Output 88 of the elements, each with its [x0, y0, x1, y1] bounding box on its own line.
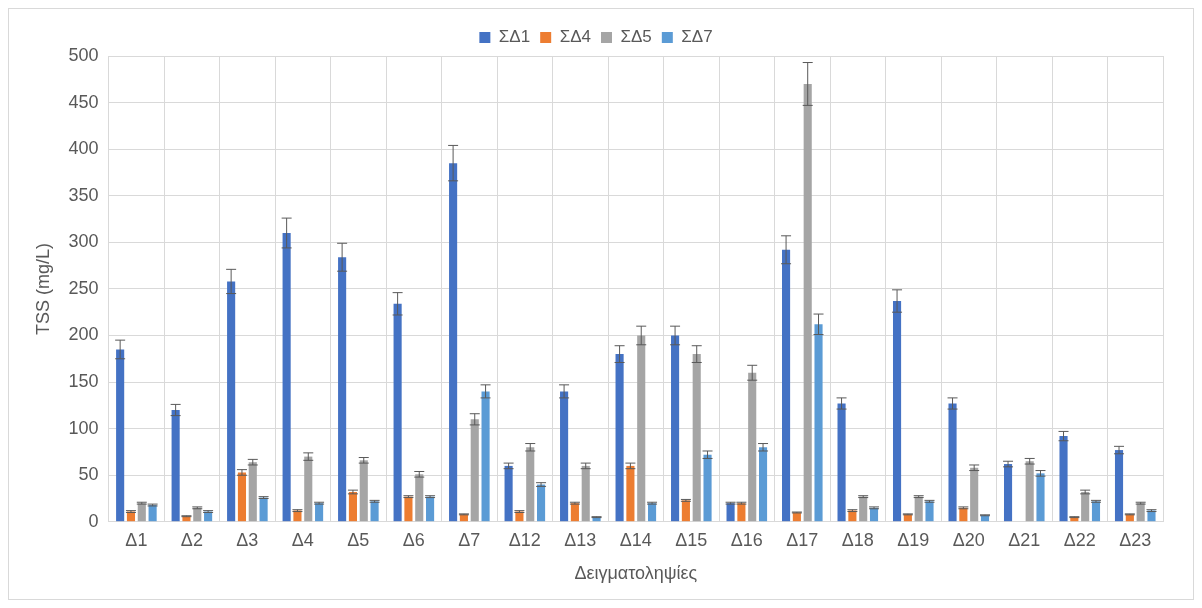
bar: [970, 467, 979, 522]
bar: [703, 454, 712, 522]
bar: [758, 447, 768, 522]
bar: [481, 391, 490, 522]
x-tick-label: Δ23: [1119, 529, 1152, 550]
y-tick-label: 400: [68, 138, 99, 159]
bar: [470, 419, 479, 522]
x-tick-label: Δ2: [180, 529, 203, 550]
y-tick-label: 450: [68, 91, 99, 112]
bar: [348, 491, 357, 522]
bar: [1091, 501, 1101, 522]
x-tick-label: Δ13: [564, 529, 597, 550]
y-tick-label: 100: [68, 417, 99, 438]
bar: [426, 496, 435, 522]
x-tick-label: Δ15: [675, 529, 708, 550]
bar: [814, 324, 823, 522]
bar: [948, 403, 957, 522]
bar: [526, 447, 535, 522]
x-tick-label: Δ22: [1063, 529, 1096, 550]
bar: [914, 496, 923, 522]
legend-label: ΣΔ1: [498, 27, 531, 47]
bar: [449, 163, 458, 522]
y-tick-label: 300: [68, 231, 99, 252]
bar: [1147, 510, 1156, 522]
bar: [925, 501, 934, 522]
x-tick-label: Δ4: [291, 529, 314, 550]
bar: [370, 501, 379, 522]
bar: [293, 510, 302, 522]
bar: [803, 83, 812, 522]
bar: [1081, 491, 1090, 522]
bar: [1003, 464, 1013, 522]
bar: [116, 349, 125, 522]
bar: [171, 410, 180, 522]
y-tick-label: 200: [68, 324, 99, 345]
bar: [637, 335, 646, 522]
x-tick-label: Δ16: [730, 529, 763, 550]
legend-label: ΣΔ7: [681, 27, 713, 47]
y-tick-label: 50: [78, 464, 99, 485]
bar: [1059, 436, 1068, 522]
bar: [415, 474, 424, 522]
x-tick-label: Δ7: [458, 529, 481, 550]
bar: [338, 257, 347, 522]
y-tick-label: 150: [68, 371, 99, 392]
x-tick-label: Δ5: [347, 529, 370, 550]
bar: [560, 391, 569, 522]
bar: [1025, 461, 1034, 522]
bar: [626, 465, 635, 522]
bar: [393, 303, 402, 522]
legend-label: ΣΔ5: [620, 27, 652, 47]
bar: [782, 249, 791, 522]
x-tick-label: Δ18: [841, 529, 874, 550]
bar: [259, 497, 268, 522]
x-tick-label: Δ12: [508, 529, 541, 550]
y-tick-label: 250: [68, 277, 99, 298]
y-tick-label: 350: [68, 184, 99, 205]
bar: [681, 500, 690, 522]
bar: [671, 335, 680, 522]
y-tick-label: 0: [88, 510, 99, 531]
x-tick-label: Δ19: [897, 529, 930, 550]
x-tick-label: Δ14: [619, 529, 652, 550]
bar: [1036, 473, 1045, 522]
bar: [227, 281, 236, 522]
y-tick-label: 500: [68, 44, 99, 65]
bar: [282, 233, 291, 522]
y-axis-title: TSS (mg/L): [32, 242, 53, 335]
x-tick-label: Δ21: [1008, 529, 1041, 550]
bar: [1114, 450, 1124, 522]
bar: [504, 465, 513, 522]
x-tick-label: Δ1: [125, 529, 148, 550]
x-tick-label: Δ3: [236, 529, 259, 550]
bar: [404, 496, 413, 522]
bar: [359, 460, 368, 522]
x-tick-label: Δ17: [786, 529, 819, 550]
bar: [859, 496, 868, 522]
bar: [748, 372, 757, 522]
bar: [892, 301, 902, 522]
bar: [237, 472, 247, 522]
bar: [692, 354, 701, 522]
bar: [615, 354, 624, 522]
legend-label: ΣΔ4: [559, 27, 592, 47]
bar: [248, 462, 257, 522]
bar: [304, 456, 313, 522]
x-tick-label: Δ20: [952, 529, 985, 550]
x-tick-label: Δ6: [402, 529, 425, 550]
x-axis-title: Δειγματοληψίες: [574, 563, 698, 584]
bar: [581, 465, 590, 522]
bar: [537, 484, 546, 522]
bar: [837, 403, 846, 522]
